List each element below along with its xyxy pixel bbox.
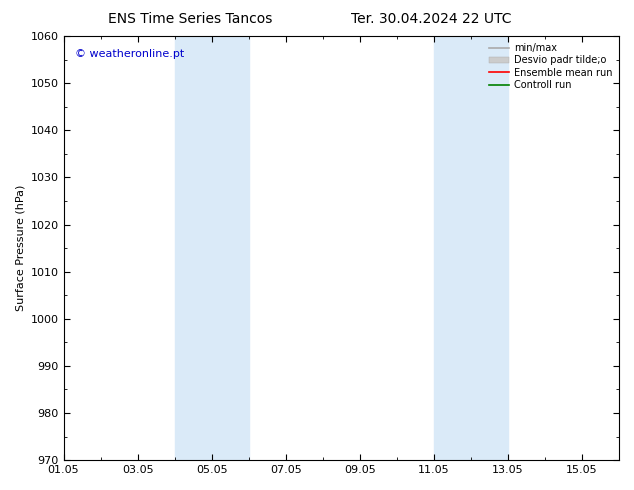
Legend: min/max, Desvio padr tilde;o, Ensemble mean run, Controll run: min/max, Desvio padr tilde;o, Ensemble m… <box>488 41 614 92</box>
Text: ENS Time Series Tancos: ENS Time Series Tancos <box>108 12 273 26</box>
Text: Ter. 30.04.2024 22 UTC: Ter. 30.04.2024 22 UTC <box>351 12 512 26</box>
Bar <box>434 36 508 460</box>
Y-axis label: Surface Pressure (hPa): Surface Pressure (hPa) <box>15 185 25 311</box>
Bar <box>174 36 249 460</box>
Text: © weatheronline.pt: © weatheronline.pt <box>75 49 184 59</box>
